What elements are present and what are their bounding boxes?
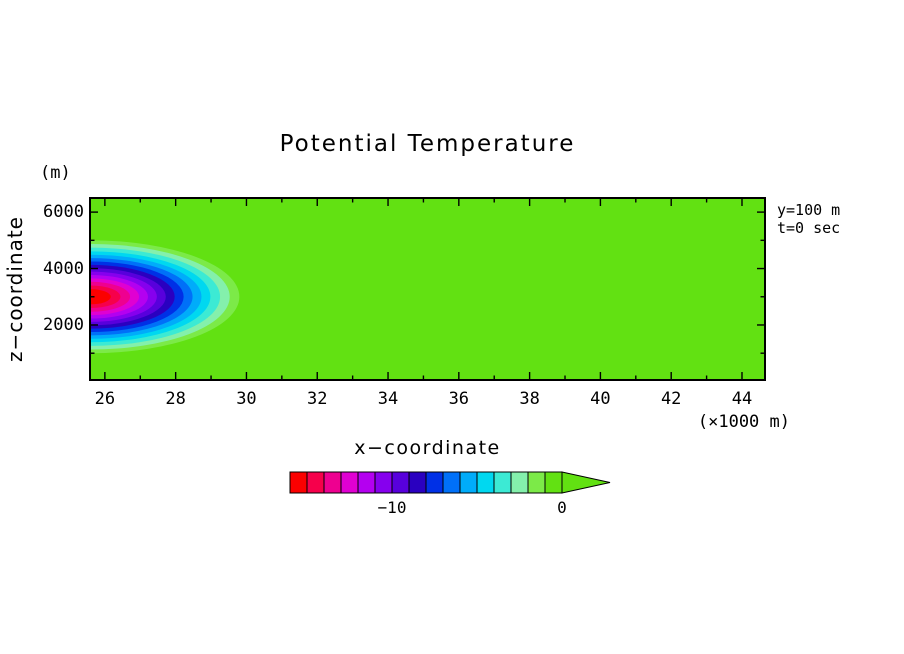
colorbar-cell — [289, 471, 308, 494]
colorbar-cell — [408, 471, 427, 494]
y-tick-label: 6000 — [43, 202, 84, 223]
x-tick-label: 32 — [306, 389, 328, 409]
colorbar-cell — [459, 471, 478, 494]
annotation-time: t=0 sec — [777, 219, 841, 237]
colorbar-cell — [340, 471, 359, 494]
colorbar-cell — [510, 471, 529, 494]
x-tick-label: 26 — [94, 389, 116, 409]
colorbar-cell — [374, 471, 393, 494]
plot-frame — [89, 197, 766, 381]
y-axis-units: (m) — [40, 163, 71, 183]
x-tick-label: 34 — [377, 389, 399, 409]
contour-rings — [90, 240, 240, 354]
colorbar-cell — [425, 471, 444, 494]
x-tick-label: 36 — [448, 389, 470, 409]
colorbar-cell — [527, 471, 546, 494]
colorbar-cell — [442, 471, 461, 494]
colorbar-cell — [391, 471, 410, 494]
x-tick-label: 40 — [590, 389, 611, 409]
colorbar-cell — [306, 471, 325, 494]
y-axis-label-wrap: z−coordinate — [0, 198, 30, 380]
x-tick-label: 42 — [660, 389, 682, 409]
chart-title: Potential Temperature — [279, 131, 576, 157]
colorbar-arrow — [561, 471, 611, 494]
colorbar-cell — [476, 471, 495, 494]
x-tick-label: 38 — [519, 389, 540, 409]
colorbar-cell — [493, 471, 512, 494]
colorbar-cell — [544, 471, 563, 494]
colorbar-tick-label: −10 — [377, 498, 407, 517]
y-axis-label: z−coordinate — [3, 216, 27, 362]
x-tick-label: 28 — [165, 389, 186, 409]
x-tick-label: 30 — [236, 389, 257, 409]
colorbar-cell — [323, 471, 342, 494]
colorbar-cell — [357, 471, 376, 494]
x-axis-units: (×1000 m) — [697, 412, 790, 432]
annotation-y-plane: y=100 m — [777, 201, 841, 219]
y-tick-label: 2000 — [43, 314, 84, 335]
x-axis-label: x−coordinate — [354, 437, 501, 459]
y-tick-label: 4000 — [43, 258, 84, 279]
x-tick-label: 44 — [731, 389, 753, 409]
colorbar-tick-label: 0 — [557, 498, 567, 517]
